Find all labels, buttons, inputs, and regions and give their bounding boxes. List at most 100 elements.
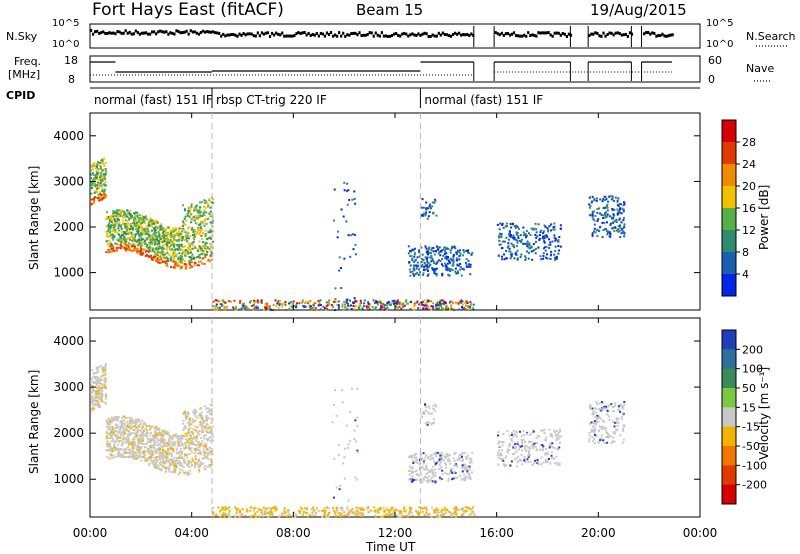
scatter-point	[156, 257, 159, 260]
scatter-point	[379, 307, 382, 310]
scatter-point	[450, 304, 453, 307]
scatter-point	[128, 443, 131, 446]
scatter-point	[158, 228, 161, 231]
scatter-point	[408, 268, 411, 271]
scatter-point	[162, 235, 165, 238]
scatter-point	[127, 237, 130, 240]
scatter-point	[226, 508, 229, 511]
scatter-point	[209, 230, 212, 233]
nsky-point	[592, 32, 595, 36]
scatter-point	[204, 235, 207, 238]
scatter-point	[435, 272, 438, 275]
scatter-point	[270, 507, 273, 510]
scatter-point	[325, 515, 328, 518]
scatter-point	[114, 426, 117, 429]
scatter-point	[154, 436, 157, 439]
scatter-point	[128, 218, 131, 221]
nsky-point	[535, 34, 538, 38]
nsky-point	[665, 34, 668, 38]
scatter-point	[319, 299, 322, 302]
scatter-point	[112, 445, 115, 448]
scatter-point	[445, 305, 448, 308]
scatter-point	[134, 218, 137, 221]
scatter-point	[265, 511, 268, 514]
scatter-point	[142, 438, 145, 441]
scatter-point	[189, 261, 192, 264]
scatter-point	[192, 437, 195, 440]
scatter-point	[172, 227, 175, 230]
scatter-point	[422, 307, 425, 310]
scatter-point	[418, 303, 421, 306]
scatter-point	[193, 443, 196, 446]
scatter-point	[117, 436, 120, 439]
nsky-point	[527, 31, 530, 35]
scatter-point	[111, 216, 114, 219]
scatter-point	[119, 243, 122, 246]
scatter-point	[182, 428, 185, 431]
scatter-point	[409, 470, 412, 473]
scatter-point	[611, 197, 614, 200]
scatter-point	[310, 508, 313, 511]
scatter-point	[411, 257, 414, 260]
scatter-point	[103, 183, 106, 186]
scatter-point	[152, 456, 155, 459]
scatter-point	[159, 223, 162, 226]
scatter-point	[163, 460, 166, 463]
scatter-point	[389, 304, 392, 307]
scatter-point	[309, 305, 312, 308]
scatter-point	[202, 222, 205, 225]
scatter-point	[145, 428, 148, 431]
scatter-point	[530, 250, 533, 253]
scatter-point	[255, 515, 258, 518]
scatter-point	[604, 214, 607, 217]
scatter-point	[194, 461, 197, 464]
scatter-point	[461, 300, 464, 303]
scatter-point	[119, 425, 122, 428]
scatter-point	[207, 417, 210, 420]
scatter-point	[91, 172, 94, 175]
scatter-point	[256, 299, 259, 302]
scatter-point	[112, 437, 115, 440]
scatter-point	[137, 230, 140, 233]
scatter-point	[160, 261, 163, 264]
scatter-point	[452, 246, 455, 249]
scatter-point	[121, 442, 124, 445]
scatter-point	[412, 462, 415, 465]
scatter-point	[548, 238, 551, 241]
scatter-point	[163, 443, 166, 446]
scatter-point	[356, 512, 359, 515]
scatter-point	[129, 427, 132, 430]
scatter-point	[554, 237, 557, 240]
scatter-point	[323, 307, 326, 310]
scatter-point	[142, 452, 145, 455]
scatter-point	[153, 447, 156, 450]
scatter-point	[115, 220, 118, 223]
nsky-point	[299, 31, 302, 35]
scatter-point	[459, 475, 462, 478]
scatter-point	[532, 227, 535, 230]
scatter-point	[346, 302, 349, 305]
scatter-point	[142, 230, 145, 233]
scatter-point	[223, 308, 226, 311]
scatter-point	[243, 306, 246, 309]
beam-title: Beam 15	[356, 1, 423, 19]
scatter-point	[113, 440, 116, 443]
scatter-point	[542, 232, 545, 235]
scatter-point	[421, 465, 424, 468]
scatter-point	[553, 253, 556, 256]
scatter-point	[189, 441, 192, 444]
scatter-point	[109, 421, 112, 424]
nsky-point	[645, 31, 648, 35]
scatter-point	[120, 426, 123, 429]
scatter-point	[414, 453, 417, 456]
scatter-point	[516, 258, 519, 261]
scatter-point	[90, 397, 93, 400]
scatter-point	[302, 513, 305, 516]
scatter-point	[146, 254, 149, 257]
scatter-point	[162, 230, 165, 233]
scatter-point	[464, 308, 467, 311]
scatter-point	[185, 238, 188, 241]
scatter-point	[396, 299, 399, 302]
site-title: Fort Hays East (fitACF)	[92, 0, 284, 20]
scatter-point	[124, 456, 127, 459]
